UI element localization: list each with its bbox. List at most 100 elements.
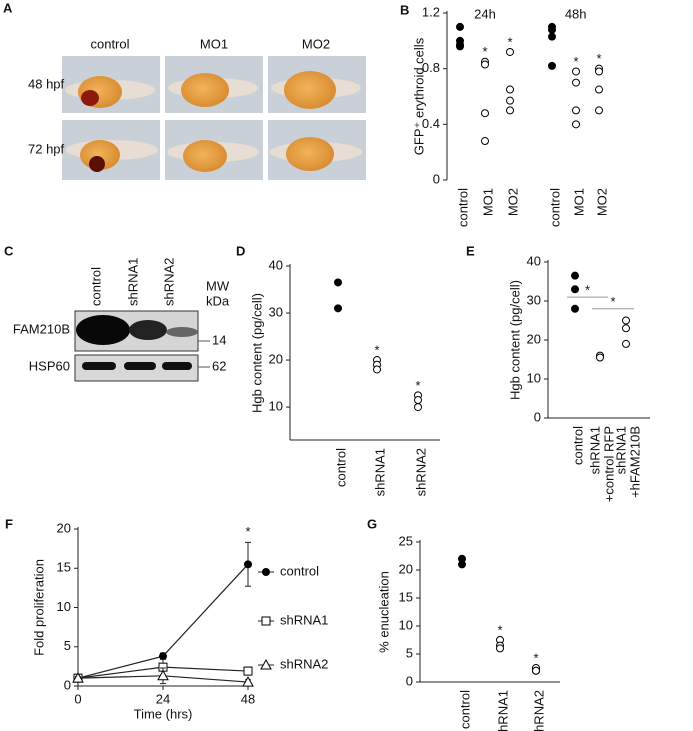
data-point [595,67,603,76]
x-tick-label: +hFAM210B [627,426,642,498]
band-label: HSP60 [29,358,70,373]
data-point [622,324,630,333]
data-point [548,32,556,41]
y-tick-label: 30 [269,304,283,319]
y-tick-label: 5 [64,638,71,653]
y-tick-label: 40 [269,257,283,272]
y-tick-label: 10 [527,370,541,385]
band-label: FAM210B [13,321,70,336]
data-point [596,353,604,362]
y-tick-label: 0 [433,171,440,186]
y-axis-label: GFP⁺ erythroid cells [411,37,426,155]
data-point [414,403,422,412]
significance-star: * [245,524,250,539]
x-tick-label: control [570,426,585,465]
x-tick-label: shRNA2 [531,690,546,731]
y-tick-label: 20 [57,520,71,535]
significance-star: * [374,342,379,357]
data-point [456,42,464,51]
x-tick-label: 24 [156,691,170,706]
lane-label: control [88,267,103,306]
y-tick-label: 0 [406,673,413,688]
y-axis-label: Hgb content (pg/cell) [507,280,522,400]
x-tick-label: shRNA1 [372,448,387,496]
column-label: control [90,36,129,51]
x-tick-label: MO2 [594,188,609,216]
x-tick-label: MO1 [571,188,586,216]
data-point [157,669,169,681]
mw-label: 14 [212,332,226,347]
western-blot [74,310,210,382]
y-axis-label: Hgb content (pg/cell) [249,293,264,413]
significance-star: * [610,294,615,309]
x-tick-label: MO1 [480,188,495,216]
y-tick-label: 30 [527,292,541,307]
data-point [571,271,579,280]
row-label: 72 hpf [28,141,65,156]
x-tick-label: shRNA1 [613,426,628,474]
y-tick-label: 10 [57,599,71,614]
data-point [548,61,556,70]
data-point [506,85,514,94]
mw-label: 62 [212,358,226,373]
data-point [572,67,580,76]
data-point [572,120,580,129]
legend-label: shRNA2 [280,656,328,671]
y-axis-label: % enucleation [376,571,391,653]
y-tick-label: 15 [57,560,71,575]
x-tick-label: control [457,690,472,729]
significance-star: * [596,51,601,66]
panel-letter: D [236,243,245,258]
data-point [572,78,580,87]
x-tick-label: MO2 [505,188,520,216]
y-tick-label: 5 [406,645,413,660]
data-point [506,47,514,56]
significance-star: * [573,54,578,69]
panel-letter: E [466,243,475,258]
group-label: 48h [565,6,587,21]
column-label: MO1 [200,36,228,51]
x-tick-label: shRNA2 [413,448,428,496]
legend-symbol [261,616,271,626]
y-tick-label: 15 [399,589,413,604]
data-point [414,396,422,405]
data-point [481,60,489,69]
significance-star: * [497,622,502,637]
y-tick-label: 0.4 [422,116,440,131]
data-point [532,666,540,675]
y-tick-label: 20 [527,331,541,346]
data-point [159,652,167,661]
significance-star: * [482,44,487,59]
data-point [72,672,84,683]
y-tick-label: 25 [399,533,413,548]
data-point [571,285,579,294]
lane-label: shRNA1 [125,258,140,306]
data-point [373,365,381,374]
data-point [572,106,580,115]
x-tick-label: control [547,188,562,227]
panel-letter: A [3,0,13,15]
panel-letter: B [400,2,409,17]
legend-label: control [280,563,319,578]
y-tick-label: 20 [269,351,283,366]
data-point [242,676,254,687]
panel-letter: F [5,516,13,531]
significance-star: * [585,283,590,298]
significance-star: * [533,650,538,665]
lane-label: shRNA2 [161,258,176,306]
data-point [481,109,489,118]
data-point [506,96,514,105]
significance-star: * [415,378,420,393]
data-point [243,666,253,676]
x-tick-label: +control RFP [601,426,616,502]
y-tick-label: 1.2 [422,4,440,19]
data-point [622,339,630,348]
legend-label: shRNA1 [280,612,328,627]
row-label: 48 hpf [28,76,65,91]
x-tick-label: control [455,188,470,227]
x-tick-label: 0 [74,691,81,706]
mw-header: kDa [206,293,230,308]
y-tick-label: 40 [527,253,541,268]
x-tick-label: shRNA1 [587,426,602,474]
